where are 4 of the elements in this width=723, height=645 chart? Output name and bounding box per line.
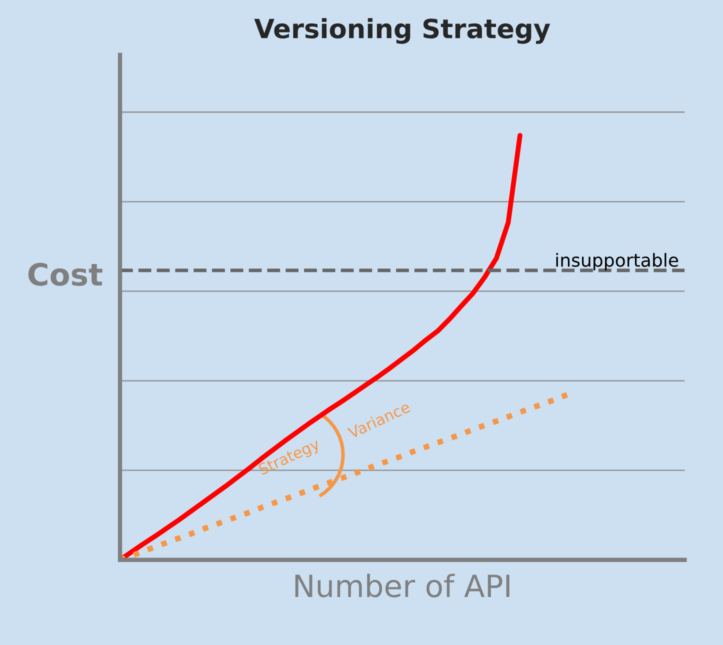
x-axis-title: Number of API xyxy=(295,574,510,598)
ref-line-label: insupportable xyxy=(556,252,678,270)
y-axis-title: Cost xyxy=(28,262,102,286)
chart-title: Versioning Strategy xyxy=(254,18,550,44)
